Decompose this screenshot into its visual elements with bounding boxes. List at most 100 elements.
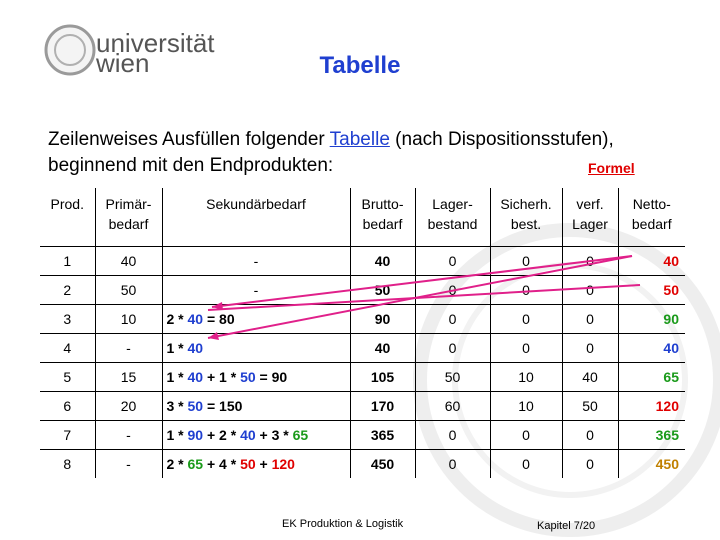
- cell: 1 * 40: [161, 333, 350, 363]
- cell: 2 * 40 = 80: [161, 304, 350, 334]
- cell: 65: [617, 362, 685, 392]
- cell: 50: [561, 391, 618, 421]
- intro-text: beginnend mit den Endprodukten:: [48, 155, 334, 176]
- cell: 0: [414, 246, 490, 276]
- formula-part: 3 *: [166, 398, 188, 414]
- header-cell: Netto- bedarf: [617, 188, 685, 247]
- formula-part: + 1 *: [203, 369, 241, 385]
- formula-part: 50: [240, 456, 256, 472]
- formula-part: 40: [187, 311, 204, 327]
- cell: 40: [349, 333, 415, 363]
- cell: 0: [489, 333, 562, 363]
- cell: 0: [561, 449, 618, 478]
- cell: 365: [349, 420, 415, 450]
- cell: 5: [40, 362, 95, 392]
- table-row: 2 50-50 0 0 0 50: [40, 275, 685, 305]
- intro: Zeilenweises Ausfüllen folgender Tabelle…: [48, 127, 614, 179]
- intro-text: (nach Dispositionsstufen),: [389, 129, 614, 150]
- logo-line2: wien: [95, 48, 149, 78]
- cell: 90: [349, 304, 415, 334]
- cell: -: [94, 420, 162, 450]
- cell: 40: [94, 246, 162, 276]
- cell: 365: [617, 420, 685, 450]
- logo-line1: universität: [96, 28, 215, 58]
- table: Prod. Primär- bedarf Sekundärbedarf Brutto-…: [40, 188, 685, 478]
- cell: 120: [617, 391, 685, 421]
- cell: 40: [617, 246, 685, 276]
- cell: 0: [561, 333, 618, 363]
- formula-part: 90: [187, 427, 204, 443]
- formula-part: 1 *: [166, 427, 188, 443]
- table-row: 3 10 2 * 40 = 80 90 0 0 0 90: [40, 304, 685, 334]
- cell: -: [94, 449, 162, 478]
- cell: 0: [561, 304, 618, 334]
- cell: 2 * 65 + 4 * 50 + 120: [161, 449, 350, 478]
- cell: 7: [40, 420, 95, 450]
- cell: 10: [489, 391, 562, 421]
- cell: 20: [94, 391, 162, 421]
- cell: 4: [40, 333, 95, 363]
- cell: 15: [94, 362, 162, 392]
- cell: 0: [414, 420, 490, 450]
- cell: 40: [349, 246, 415, 276]
- cell: 1: [40, 246, 95, 276]
- cell: 0: [489, 304, 562, 334]
- cell: 40: [617, 333, 685, 363]
- cell: 0: [489, 420, 562, 450]
- table-row: 8-2 * 65 + 4 * 50 + 120 450 0 0 0 450: [40, 449, 685, 478]
- cell: 50: [94, 275, 162, 305]
- formula-part: + 2 *: [203, 427, 241, 443]
- header-cell: Prod.: [50, 196, 84, 212]
- formula-part: 1 *: [166, 340, 188, 356]
- header-cell: Sekundärbedarf: [161, 188, 350, 247]
- formula-part: = 80: [203, 311, 235, 327]
- cell: 3: [40, 304, 95, 334]
- formula-part: + 3 *: [255, 427, 293, 443]
- table-row: 7-1 * 90 + 2 * 40 + 3 * 65 365 0 0 0 365: [40, 420, 685, 450]
- formula-part: 40: [240, 427, 256, 443]
- cell: 450: [349, 449, 415, 478]
- cell: -: [161, 275, 350, 305]
- cell: 50: [617, 275, 685, 305]
- cell: 10: [489, 362, 562, 392]
- table-row: 5 15 1 * 40 + 1 * 50 = 90 105 50 10 40 65: [40, 362, 685, 392]
- cell: 0: [414, 449, 490, 478]
- formula-part: 50: [187, 398, 204, 414]
- cell: 6: [40, 391, 95, 421]
- cell: 40: [561, 362, 618, 392]
- footer-text: EK Produktion & Logistik: [282, 518, 404, 530]
- cell: 50: [414, 362, 490, 392]
- cell: 0: [414, 333, 490, 363]
- cell: 0: [561, 420, 618, 450]
- cell: 0: [489, 275, 562, 305]
- formula-part: 1 *: [166, 369, 188, 385]
- link[interactable]: Tabelle: [329, 129, 390, 150]
- table-row: 4-1 * 40 40 0 0 0 40: [40, 333, 685, 363]
- page-number: Kapitel 7/20: [537, 520, 596, 532]
- title: Tabelle: [319, 52, 401, 79]
- table-row: 1 40-40 0 0 0 40: [40, 246, 685, 276]
- formula-part: 65: [292, 427, 309, 443]
- cell: 0: [489, 449, 562, 478]
- formula-part: 120: [271, 456, 295, 472]
- header-cell: Sicherh. best.: [489, 188, 562, 247]
- formula-link[interactable]: Formel: [588, 160, 635, 176]
- cell: 0: [561, 246, 618, 276]
- formula-part: 65: [187, 456, 204, 472]
- cell: 2: [40, 275, 95, 305]
- cell: 10: [94, 304, 162, 334]
- cell: 8: [40, 449, 95, 478]
- cell: -: [94, 333, 162, 363]
- cell: 0: [414, 304, 490, 334]
- cell: 105: [349, 362, 415, 392]
- cell: 60: [414, 391, 490, 421]
- formula-part: 40: [187, 340, 204, 356]
- cell: 0: [561, 275, 618, 305]
- cell: 0: [489, 246, 562, 276]
- formula-part: 50: [240, 369, 256, 385]
- formula-part: = 150: [203, 398, 243, 414]
- header-row: Prod. Primär- bedarf Sekundärbedarf Brutto-…: [40, 188, 685, 247]
- header-cell: Brutto- bedarf: [349, 188, 415, 247]
- cell: 50: [349, 275, 415, 305]
